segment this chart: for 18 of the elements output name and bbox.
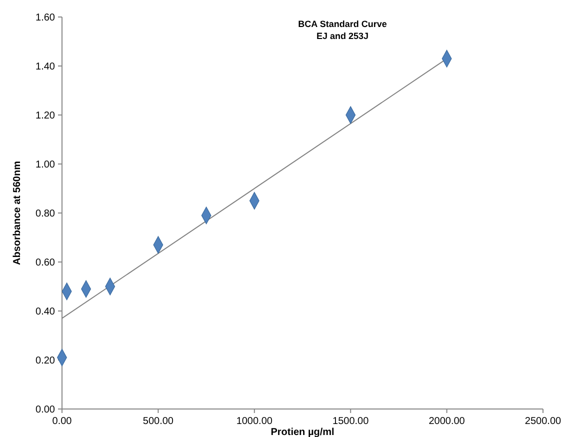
y-tick-label: 0.60 xyxy=(36,258,56,268)
x-tick-label: 2000.00 xyxy=(428,416,466,427)
y-tick-label: 1.40 xyxy=(36,62,56,72)
y-tick-label: 1.60 xyxy=(36,12,56,24)
y-tick-label: 0.40 xyxy=(36,306,56,318)
y-tick-label: 1.20 xyxy=(36,110,56,122)
y-tick-label: 0.80 xyxy=(36,208,56,220)
x-tick-label: 2500.00 xyxy=(524,416,562,427)
x-tick-label: 1500.00 xyxy=(332,416,370,427)
x-tick-label: 1000.00 xyxy=(236,416,273,427)
x-tick-label: 500.00 xyxy=(142,416,174,427)
x-axis-title: Protien µg/ml xyxy=(270,427,334,437)
text: BCA Standard Curve EJ and 253J xyxy=(298,19,387,41)
y-tick-label: 0.20 xyxy=(36,356,56,366)
y-axis-title: Absorbance at 560nm xyxy=(12,160,23,265)
x-tick-label: 0.00 xyxy=(52,416,72,427)
y-tick-label: 1.00 xyxy=(36,160,56,170)
y-tick-label: 0.00 xyxy=(36,404,56,416)
